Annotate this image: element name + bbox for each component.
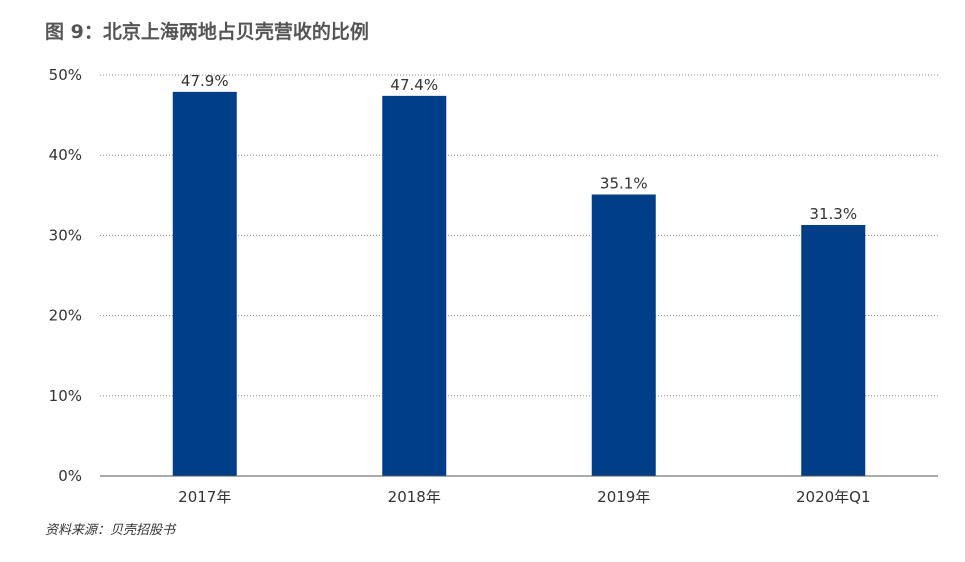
bar <box>382 95 447 477</box>
bar <box>591 194 656 477</box>
chart-title: 图 9：北京上海两地占贝壳营收的比例 <box>45 21 369 43</box>
x-tick-label: 2018年 <box>388 488 441 506</box>
source-note: 资料来源：贝壳招股书 <box>45 523 176 538</box>
y-tick-label: 40% <box>49 146 82 164</box>
bar <box>801 224 866 476</box>
y-tick-label: 30% <box>49 226 82 244</box>
data-label: 35.1% <box>600 174 648 192</box>
y-tick-label: 0% <box>58 467 82 485</box>
bars <box>172 91 866 477</box>
x-axis-ticks: 2017年 2018年 2019年 2020年Q1 <box>178 488 870 506</box>
bar <box>172 91 237 476</box>
y-axis-ticks: 0% 10% 20% 30% 40% 50% <box>49 66 82 485</box>
data-label: 47.4% <box>390 76 438 94</box>
x-tick-label: 2017年 <box>178 488 231 506</box>
y-tick-label: 20% <box>49 307 82 325</box>
x-tick-label: 2019年 <box>597 488 650 506</box>
x-tick-label: 2020年Q1 <box>796 488 871 506</box>
data-labels: 47.9% 47.4% 35.1% 31.3% <box>181 72 857 223</box>
data-label: 47.9% <box>181 72 229 90</box>
y-tick-label: 50% <box>49 66 82 84</box>
y-tick-label: 10% <box>49 387 82 405</box>
data-label: 31.3% <box>809 205 857 223</box>
